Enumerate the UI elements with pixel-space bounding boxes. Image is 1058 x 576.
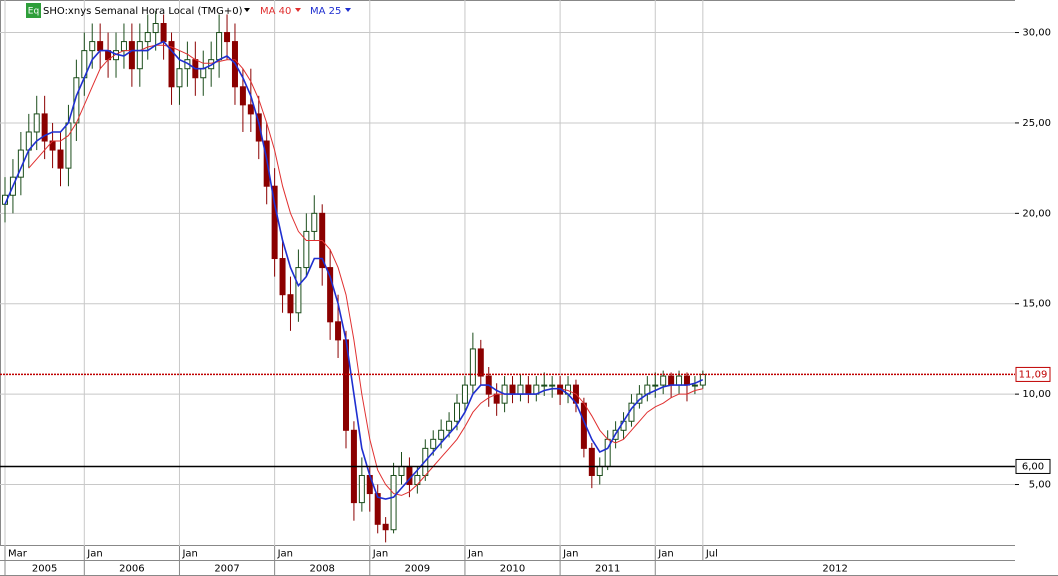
- reference-label-box: [1015, 366, 1051, 382]
- legend-entry[interactable]: MA 25: [310, 6, 341, 17]
- candle-body: [271, 185, 278, 260]
- dropdown-arrow[interactable]: [244, 8, 250, 12]
- x-tick-label: Jan: [467, 549, 483, 560]
- candle-body: [358, 474, 365, 504]
- candle-body: [303, 230, 310, 269]
- y-axis-panel: [1015, 0, 1058, 546]
- y-tick-label: 10,00: [1022, 389, 1051, 400]
- x-tick-label: Jan: [86, 549, 102, 560]
- candle-body: [668, 375, 675, 386]
- x-tick-label: Mar: [8, 549, 28, 560]
- candle-body: [374, 493, 381, 525]
- x-tick-label: Jul: [705, 549, 718, 560]
- candle-body: [691, 384, 698, 387]
- candle-body: [446, 420, 453, 431]
- year-label: 2011: [595, 564, 620, 575]
- year-label: 2007: [214, 564, 239, 575]
- candle-body: [247, 104, 254, 115]
- candle-body: [255, 113, 262, 142]
- y-tick-label: 20,00: [1022, 208, 1051, 219]
- candle-body: [97, 41, 104, 52]
- candle-body: [493, 393, 500, 404]
- candle-body: [509, 384, 516, 395]
- x-tick-label: Jan: [562, 549, 578, 560]
- candle-body: [477, 348, 484, 377]
- candle-body: [65, 122, 72, 169]
- candle-body: [390, 474, 397, 531]
- candle-body: [469, 348, 476, 386]
- candle-body: [295, 267, 302, 314]
- candle-body: [89, 41, 96, 52]
- candle-body: [382, 523, 389, 531]
- candle-body: [311, 212, 318, 232]
- candle-body: [128, 41, 135, 70]
- candle-body: [398, 465, 405, 476]
- candle-body: [160, 23, 167, 43]
- plot-area: [0, 0, 1016, 546]
- badge: [26, 3, 41, 18]
- candle-body: [168, 41, 175, 88]
- candle-body: [216, 32, 223, 61]
- y-tick-label: 15,00: [1022, 299, 1051, 310]
- badge-text: Eq: [28, 7, 39, 17]
- candle-body: [200, 68, 207, 79]
- legend-entry[interactable]: MA 40: [260, 6, 291, 17]
- x-tick-label: Jan: [277, 549, 293, 560]
- candle-body: [660, 375, 667, 386]
- candle-body: [525, 384, 532, 395]
- x-tick-label: Jan: [181, 549, 197, 560]
- x-tick-label: Jan: [657, 549, 673, 560]
- year-label: 2012: [822, 564, 847, 575]
- candle-body: [287, 294, 294, 314]
- candle-body: [430, 438, 437, 449]
- candle-body: [176, 68, 183, 88]
- year-label: 2005: [32, 564, 57, 575]
- x-tick-label: Jan: [372, 549, 388, 560]
- candle-body: [57, 149, 64, 169]
- candle-body: [33, 113, 40, 133]
- candle-body: [136, 41, 143, 70]
- candle-body: [239, 86, 246, 106]
- candle-body: [454, 402, 461, 422]
- candle-body: [224, 32, 231, 43]
- dropdown-arrow[interactable]: [345, 8, 351, 12]
- candle-body: [683, 375, 690, 386]
- reference-label: 6,00: [1022, 461, 1044, 472]
- dropdown-arrow[interactable]: [295, 8, 301, 12]
- chart-title: SHO:xnys Semanal Hora Local (TMG+0): [43, 6, 243, 17]
- candle-body: [588, 447, 595, 476]
- candle-body: [279, 258, 286, 296]
- candle-body: [517, 384, 524, 395]
- candle-body: [676, 375, 683, 386]
- candle-body: [327, 267, 334, 323]
- reference-label-box: [1015, 458, 1051, 474]
- candle-body: [120, 41, 127, 52]
- year-label: 2006: [119, 564, 144, 575]
- candle-body: [461, 384, 468, 404]
- year-label: 2008: [309, 564, 334, 575]
- candle-body: [335, 321, 342, 341]
- year-label: 2010: [500, 564, 525, 575]
- y-tick-label: 30,00: [1022, 28, 1051, 39]
- y-tick-label: 25,00: [1022, 118, 1051, 129]
- candle-body: [41, 113, 48, 142]
- candle-body: [604, 438, 611, 467]
- year-label: 2009: [405, 564, 430, 575]
- y-tick-label: 5,00: [1029, 480, 1051, 491]
- candle-body: [152, 23, 159, 34]
- ma-line: [4, 40, 704, 500]
- candle-body: [596, 465, 603, 476]
- candle-body: [541, 384, 548, 387]
- candle-body: [652, 384, 659, 387]
- candle-body: [438, 429, 445, 440]
- candle-body: [144, 32, 151, 43]
- reference-label: 11,09: [1019, 369, 1048, 380]
- candle-body: [549, 384, 556, 387]
